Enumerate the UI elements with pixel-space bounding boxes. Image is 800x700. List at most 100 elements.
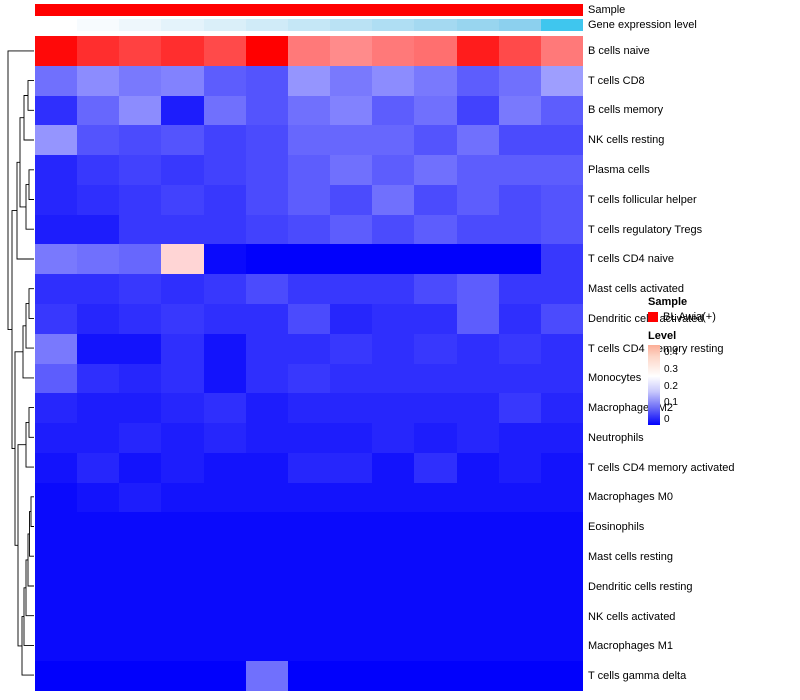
row-label: T cells CD8 (588, 74, 645, 87)
heatmap-cell (414, 214, 457, 245)
heatmap-cell (77, 601, 120, 632)
heatmap-cell (161, 65, 204, 96)
heatmap-cell (498, 393, 541, 424)
heatmap-cell (540, 65, 583, 96)
heatmap-cell (540, 125, 583, 156)
heatmap-cell (119, 125, 162, 156)
heatmap-cell (330, 512, 373, 543)
heatmap-cell (330, 661, 373, 691)
heatmap-cell (203, 363, 246, 394)
heatmap-cell (77, 95, 120, 126)
heatmap-cell (287, 423, 331, 453)
heatmap-cell (203, 303, 246, 334)
row-label: Macrophages M1 (588, 640, 673, 653)
heatmap-cell (540, 661, 583, 691)
heatmap-cell (372, 244, 415, 275)
row-label: Neutrophils (588, 431, 644, 444)
heatmap-cell (330, 542, 373, 572)
heatmap-cell (119, 512, 162, 543)
heatmap-cell (414, 512, 457, 543)
row-label: Monocytes (588, 372, 642, 385)
sample-annotation-label: Sample (588, 4, 626, 16)
heatmap-cell (35, 95, 78, 126)
heatmap-cell (35, 125, 78, 156)
heatmap-cell (540, 542, 583, 572)
heatmap-cell (161, 184, 204, 215)
heatmap-cell (119, 36, 162, 66)
heatmap-cell (203, 661, 246, 691)
heatmap-cell (330, 214, 373, 245)
heatmap-cell (119, 95, 162, 126)
row-label: Dendritic cells activated (588, 312, 704, 325)
heatmap-cell (330, 303, 373, 334)
heatmap-cell (245, 423, 288, 453)
row-label: T cells CD4 naive (588, 253, 674, 266)
heatmap-cell (161, 661, 204, 691)
heatmap-cell (498, 542, 541, 572)
heatmap-cell (287, 95, 331, 126)
heatmap-cell (498, 333, 541, 364)
heatmap-cell (245, 333, 288, 364)
heatmap-cell (287, 571, 331, 602)
heatmap-cell (414, 542, 457, 572)
heatmap-cell (540, 244, 583, 275)
gene-expression-segment (119, 19, 162, 31)
heatmap-cell (35, 452, 78, 483)
heatmap-cell (414, 155, 457, 185)
heatmap-cell (456, 452, 499, 483)
heatmap-cell (119, 303, 162, 334)
heatmap-cell (498, 125, 541, 156)
gene-expression-segment (540, 19, 584, 31)
heatmap-cell (372, 631, 415, 662)
heatmap-cell (330, 244, 373, 275)
level-tick: 0 (664, 414, 670, 425)
heatmap-cell (414, 125, 457, 156)
heatmap-cell (119, 571, 162, 602)
heatmap-cell (287, 244, 331, 275)
heatmap-cell (372, 65, 415, 96)
heatmap-cell (245, 542, 288, 572)
heatmap-cell (498, 482, 541, 513)
heatmap-cell (161, 155, 204, 185)
heatmap-cell (35, 423, 78, 453)
heatmap-cell (330, 452, 373, 483)
heatmap-cell (456, 661, 499, 691)
heatmap-cell (245, 244, 288, 275)
heatmap-cell (119, 65, 162, 96)
heatmap-cell (372, 214, 415, 245)
heatmap-cell (330, 631, 373, 662)
heatmap-cell (119, 482, 162, 513)
heatmap-cell (77, 155, 120, 185)
heatmap-cell (35, 274, 78, 304)
heatmap-cell (498, 244, 541, 275)
heatmap-cell (540, 155, 583, 185)
heatmap-cell (414, 184, 457, 215)
heatmap-cell (161, 571, 204, 602)
heatmap-cell (498, 661, 541, 691)
heatmap-cell (372, 333, 415, 364)
heatmap-cell (456, 542, 499, 572)
heatmap-cell (372, 482, 415, 513)
heatmap-cell (35, 482, 78, 513)
heatmap-cell (77, 125, 120, 156)
heatmap-cell (119, 631, 162, 662)
heatmap-cell (119, 244, 162, 275)
heatmap-cell (372, 95, 415, 126)
row-label: NK cells activated (588, 610, 676, 623)
heatmap-cell (330, 95, 373, 126)
heatmap-cell (245, 303, 288, 334)
heatmap-cell (456, 95, 499, 126)
heatmap-cell (330, 184, 373, 215)
heatmap-cell (540, 333, 583, 364)
heatmap-cell (287, 184, 331, 215)
heatmap-cell (119, 155, 162, 185)
heatmap-cell (77, 303, 120, 334)
heatmap-cell (161, 125, 204, 156)
heatmap-cell (456, 333, 499, 364)
heatmap-cell (119, 601, 162, 632)
heatmap-cell (414, 244, 457, 275)
heatmap-cell (498, 274, 541, 304)
heatmap-cell (330, 274, 373, 304)
heatmap-cell (414, 333, 457, 364)
